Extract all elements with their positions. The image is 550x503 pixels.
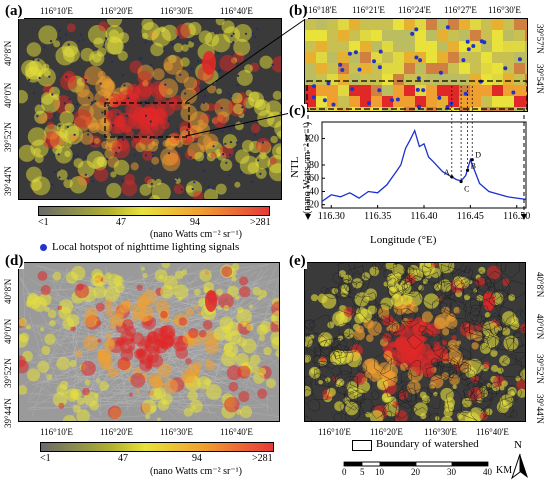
bottom-tick-d-3: 116°40'E [220,427,253,437]
top-tick-b-3: 116°27'E [444,5,477,15]
point-marker-C [459,179,463,184]
bottom-tick-e-2: 116°30'E [424,427,457,437]
map-panel-e [304,262,526,422]
colorbar-bottom-unit: (nano Watts cm⁻² sr⁻¹) [150,466,242,477]
x-tick-label: 116.35 [364,211,391,222]
scale-label-4: 30 [447,467,456,477]
ntl-zoom-map-b [305,19,527,111]
top-tick-a-2: 116°30'E [160,6,193,16]
x-tick-label: 116.40 [410,211,437,222]
north-arrow-icon [511,453,528,480]
chart-ylabel: NTL [289,156,301,178]
right-tick-e-1: 40°0'N [535,314,545,340]
scale-label-5: 40 [483,467,492,477]
y-tick-label: 120 [304,134,319,145]
scale-label-1: 5 [360,467,365,477]
colorbar-bottom-label-1: 47 [118,453,128,464]
top-tick-a-3: 116°40'E [220,6,253,16]
bottom-tick-e-3: 116°40'E [476,427,509,437]
y-tick-label: 80 [309,160,319,171]
colorbar-top-label-2: 94 [190,217,200,228]
colorbar-bottom [40,442,274,452]
top-tick-b-4: 116°30'E [488,5,521,15]
watershed-legend-box [352,440,372,451]
colorbar-top-label-3: >281 [250,217,271,228]
panel-label-b: (b) [288,3,309,19]
panel-label-d: (d) [4,253,25,269]
map-panel-d [18,262,280,422]
point-label-C: C [464,185,469,194]
hotspot-legend-text: Local hotspot of nighttime lighting sign… [52,241,240,253]
north-label: N [514,439,522,451]
top-tick-b-0: 116°18'E [304,5,337,15]
bottom-tick-d-2: 116°30'E [160,427,193,437]
hillshade-map-d [19,263,279,421]
right-tick-e-3: 39°44'N [535,394,545,424]
panel-label-a: (a) [4,3,24,19]
point-label-B: B [471,161,476,170]
point-marker-B [465,168,470,172]
watershed-legend-text: Boundary of watershed [376,438,479,450]
panel-label-c: (c) [288,103,307,119]
scale-label-0: 0 [342,467,347,477]
bottom-tick-d-1: 116°20'E [100,427,133,437]
y-tick-label: 40 [309,186,319,197]
left-tick-d-0: 40°8'N [3,278,13,304]
x-tick-label: 116.45 [457,211,484,222]
y-tick-label: 60 [309,173,319,184]
guide-right-arrow [521,214,527,220]
colorbar-bottom-label-0: <1 [40,453,51,464]
top-tick-b-2: 116°24'E [398,5,431,15]
bottom-tick-e-1: 116°20'E [370,427,403,437]
scale-bar [343,461,489,467]
x-tick-label: 116.30 [318,211,345,222]
ntl-profile-line [321,128,527,202]
right-tick-e-0: 40°8'N [535,272,545,298]
y-tick-label: 20 [309,200,319,211]
colorbar-top-label-1: 47 [116,217,126,228]
top-tick-a-1: 116°20'E [100,6,133,16]
x-tick-label: 116.50 [503,211,530,222]
colorbar-bottom-label-3: >281 [252,453,273,464]
scale-label-3: 20 [411,467,420,477]
scale-label-2: 10 [375,467,384,477]
bottom-tick-e-0: 116°10'E [318,427,351,437]
point-label-D: D [475,151,481,160]
chart-ylabel-unit: (nano Watts cm⁻² sr⁻¹) [302,122,313,214]
watershed-map-e [305,263,525,421]
colorbar-bottom-label-2: 94 [192,453,202,464]
scale-unit: KM [496,465,513,476]
top-tick-b-1: 116°21'E [352,5,385,15]
chart-xlabel: Longitude (°E) [370,234,437,246]
hotspot-legend-dot [40,244,47,251]
colorbar-top-unit: (nano Watts cm⁻² sr⁻¹) [150,229,242,240]
panel-label-e: (e) [288,253,307,269]
bottom-tick-d-0: 116°10'E [40,427,73,437]
map-panel-b [304,18,528,112]
guide-left-arrow [305,214,311,220]
colorbar-top [38,206,270,216]
right-tick-e-2: 39°52'N [535,354,545,384]
left-tick-d-3: 39°44'N [3,398,13,428]
top-tick-a-0: 116°10'E [40,6,73,16]
point-label-A: A [444,168,450,177]
point-marker-A [450,175,454,179]
left-tick-d-2: 39°52'N [3,358,13,388]
colorbar-top-label-0: <1 [38,217,49,228]
point-marker-D [470,158,474,162]
left-tick-d-1: 40°0'N [3,318,13,344]
